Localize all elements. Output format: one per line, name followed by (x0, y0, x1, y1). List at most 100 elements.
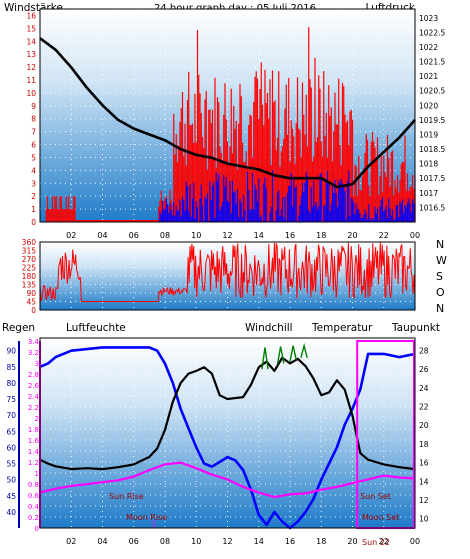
wind-speed-tick-label: 9 (31, 102, 36, 111)
x-tick-label: 02 (66, 231, 76, 240)
pressure-tick-label: 1017 (419, 189, 438, 198)
compass-south: S (436, 270, 443, 283)
wind-speed-tick-label: 13 (26, 50, 36, 59)
wind-direction-tick-label: 135 (22, 281, 37, 290)
wind-direction-tick-label: 45 (26, 298, 36, 307)
windchill-spike (276, 346, 285, 365)
sun-overlap-label: Sun 22 (362, 538, 390, 547)
x-tick-label: 18 (316, 537, 326, 546)
legend-humidity: Luftfeuchte (66, 322, 126, 334)
pressure-tick-label: 1022 (419, 43, 438, 52)
x-tick-label: 20 (347, 231, 357, 240)
legend-dewpoint: Taupunkt (391, 322, 440, 334)
rain-tick-label: 1.6 (28, 437, 40, 445)
humidity-tick-label: 50 (6, 476, 16, 485)
top-panel-border (39, 8, 416, 223)
wind-speed-tick-label: 1 (31, 205, 36, 214)
wind-speed-tick-label: 11 (26, 76, 36, 85)
x-tick-label: 04 (97, 537, 107, 546)
rain-tick-label: 2 (35, 415, 39, 423)
x-tick-label: 04 (97, 231, 107, 240)
x-tick-label: 08 (160, 537, 170, 546)
x-tick-label: 18 (316, 231, 326, 240)
x-tick-label: 14 (254, 537, 264, 546)
temperature-tick-label: 12 (419, 496, 429, 505)
pressure-tick-label: 1019.5 (419, 116, 445, 125)
x-tick-label: 20 (347, 537, 357, 546)
x-tick-label: 02 (66, 537, 76, 546)
pressure-tick-label: 1018.5 (419, 145, 445, 154)
humidity-tick-label: 40 (6, 508, 16, 517)
astro-annotations: Sun Rise Moon Rise Sun Set Moon Set Sun … (109, 492, 399, 547)
x-tick-label: 12 (222, 537, 232, 546)
humidity-tick-label: 60 (6, 443, 16, 452)
humidity-tick-label: 75 (6, 395, 16, 404)
pressure-tick-label: 1020 (419, 101, 438, 110)
wind-direction-tick-label: 180 (22, 272, 37, 281)
rain-tick-label: 2.6 (28, 382, 40, 390)
bottom-legend: Regen Luftfeuchte Windchill Temperatur T… (2, 322, 440, 334)
humidity-tick-label: 80 (6, 379, 16, 388)
wind-speed-tick-label: 3 (31, 179, 36, 188)
rain-tick-label: 3 (35, 360, 39, 368)
pressure-tick-label: 1018 (419, 160, 438, 169)
temperature-tick-label: 22 (419, 402, 429, 411)
x-tick-label: 22 (379, 537, 389, 546)
x-tick-label: 14 (254, 231, 264, 240)
wind-speed-tick-label: 2 (31, 192, 36, 201)
rain-tick-label: 2.4 (28, 393, 40, 401)
legend-rain: Regen (2, 322, 35, 334)
pressure-tick-label: 1020.5 (419, 87, 445, 96)
temperature-tick-label: 26 (419, 365, 429, 374)
moon-set-label: Moon Set (362, 513, 399, 522)
temperature-line (39, 356, 416, 471)
top-panel (39, 27, 416, 222)
wind-speed-tick-label: 8 (31, 115, 36, 124)
wind-speed-tick-label: 5 (31, 153, 36, 162)
sun-set-label: Sun Set (360, 492, 391, 501)
rain-tick-label: 1.4 (28, 448, 40, 456)
pressure-tick-label: 1016.5 (419, 203, 445, 212)
middle-panel-border (39, 241, 416, 311)
wind-direction-tick-label: 360 (22, 238, 37, 247)
windchill-spike (261, 347, 269, 370)
temperature-tick-label: 10 (419, 515, 429, 524)
pressure-tick-label: 1021.5 (419, 58, 445, 67)
x-tick-label: 22 (379, 231, 389, 240)
wind-speed-tick-label: 0 (31, 218, 36, 227)
rain-tick-label: 1.8 (28, 426, 39, 434)
pressure-tick-label: 1017.5 (419, 174, 445, 183)
wind-speed-tick-label: 4 (31, 166, 36, 175)
temperature-tick-label: 28 (419, 346, 429, 355)
humidity-tick-label: 90 (6, 347, 16, 356)
rain-tick-label: 0.8 (28, 481, 39, 489)
middle-panel (39, 242, 416, 302)
x-tick-label: 10 (191, 231, 201, 240)
x-tick-label: 10 (191, 537, 201, 546)
rain-tick-label: 2.8 (28, 371, 39, 379)
x-tick-label: 06 (129, 231, 139, 240)
rain-tick-label: 0.6 (28, 492, 40, 500)
pressure-tick-label: 1022.5 (419, 28, 445, 37)
wind-direction-tick-label: 90 (26, 289, 36, 298)
wind-direction-line (39, 242, 416, 302)
temperature-tick-label: 16 (419, 459, 429, 468)
rain-tick-label: 3.4 (28, 338, 40, 346)
wind-speed-tick-label: 6 (31, 141, 36, 150)
legend-temperature: Temperatur (311, 322, 373, 334)
x-tick-label: 12 (222, 231, 232, 240)
x-tick-label: 00 (410, 537, 420, 546)
wind-direction-tick-label: 225 (22, 264, 37, 273)
wind-speed-tick-label: 16 (26, 11, 36, 20)
humidity-tick-label: 85 (6, 363, 16, 372)
humidity-tick-label: 45 (6, 492, 16, 501)
windchill-spike (300, 342, 308, 358)
wind-speed-tick-label: 14 (26, 37, 36, 46)
rain-tick-label: 0.2 (28, 514, 39, 522)
wind-direction-tick-label: 270 (22, 255, 37, 264)
rain-tick-label: 1 (35, 470, 39, 478)
bottom-panel (39, 340, 416, 530)
pressure-tick-label: 1023 (419, 14, 438, 23)
